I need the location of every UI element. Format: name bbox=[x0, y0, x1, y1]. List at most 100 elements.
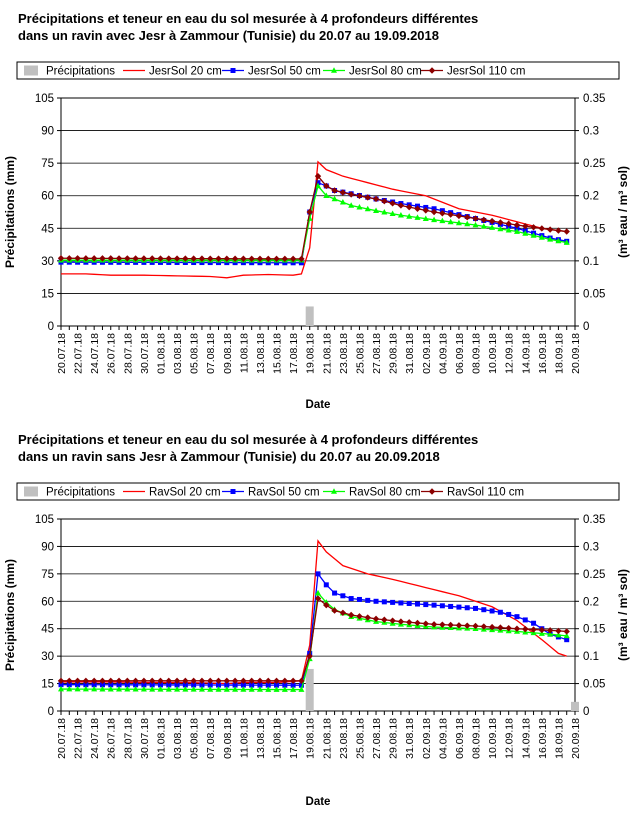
x-tick-label: 01.08.18 bbox=[155, 718, 167, 759]
data-point bbox=[323, 192, 330, 199]
x-tick-label: 20.09.18 bbox=[570, 333, 582, 374]
data-point bbox=[547, 236, 554, 242]
data-point bbox=[116, 685, 123, 692]
data-point bbox=[199, 260, 205, 266]
data-point bbox=[530, 232, 537, 238]
data-point bbox=[207, 686, 214, 692]
data-point bbox=[555, 227, 562, 234]
data-point bbox=[472, 215, 479, 222]
data-point bbox=[464, 214, 471, 221]
chart-title-line2: dans un ravin avec Jesr à Zammour (Tunis… bbox=[18, 28, 440, 43]
data-point bbox=[406, 600, 412, 606]
data-point bbox=[538, 234, 545, 240]
y2-tick-label: 0.2 bbox=[583, 191, 599, 203]
y-axis-title: Précipitations (mm) bbox=[3, 156, 17, 268]
data-point bbox=[91, 685, 98, 692]
y-tick-label: 75 bbox=[41, 569, 54, 581]
y-tick-label: 15 bbox=[41, 679, 54, 691]
data-point bbox=[563, 632, 570, 639]
data-point bbox=[506, 611, 512, 617]
data-point bbox=[447, 218, 454, 225]
data-point bbox=[414, 601, 420, 607]
data-point bbox=[232, 686, 239, 692]
data-point bbox=[331, 187, 338, 194]
x-axis: 20.07.18 22.07.18 24.07.18 26.07.18 28.07.18… bbox=[56, 326, 582, 374]
y-tick-label: 30 bbox=[41, 651, 54, 663]
data-point bbox=[231, 255, 239, 262]
x-tick-label: 21.08.18 bbox=[321, 333, 333, 374]
data-point bbox=[546, 226, 554, 233]
data-point bbox=[489, 608, 495, 614]
precipitation-bar bbox=[571, 701, 579, 711]
x-tick-label: 18.09.18 bbox=[553, 718, 565, 759]
data-point bbox=[165, 255, 172, 262]
x-tick-label: 23.08.18 bbox=[338, 333, 350, 374]
y-tick-label: 105 bbox=[35, 514, 54, 526]
data-point bbox=[430, 208, 438, 216]
legend: Précipitations RavSol 20 cm RavSol 50 cm Ra… bbox=[16, 482, 620, 501]
data-point bbox=[66, 682, 72, 688]
data-point bbox=[290, 260, 296, 266]
x-tick-label: 05.08.18 bbox=[189, 718, 201, 759]
data-point bbox=[315, 589, 321, 596]
data-point bbox=[332, 590, 338, 596]
legend-item: JesrSol 110 cm bbox=[421, 66, 525, 78]
y2-tick-label: 0.05 bbox=[583, 679, 605, 691]
data-point bbox=[174, 682, 180, 688]
data-point bbox=[99, 685, 106, 692]
data-point bbox=[397, 212, 404, 218]
x-tick-label: 29.08.18 bbox=[388, 333, 400, 374]
data-point bbox=[347, 611, 355, 619]
x-tick-label: 31.08.18 bbox=[404, 718, 416, 759]
x-tick-label: 12.09.18 bbox=[504, 718, 516, 759]
x-tick-label: 06.09.18 bbox=[454, 333, 466, 374]
data-point bbox=[257, 260, 263, 266]
data-point bbox=[323, 582, 329, 588]
data-point bbox=[381, 197, 388, 205]
data-point bbox=[514, 225, 520, 231]
legend-item: RavSol 110 cm bbox=[421, 487, 524, 499]
y-tick-label: 45 bbox=[41, 223, 54, 235]
legend-label: Précipitations bbox=[46, 66, 115, 78]
legend-item: JesrSol 50 cm bbox=[222, 66, 321, 78]
data-point bbox=[447, 211, 454, 218]
data-point bbox=[489, 224, 496, 230]
data-point bbox=[340, 593, 346, 599]
data-point bbox=[281, 255, 289, 263]
data-point bbox=[132, 686, 139, 692]
data-point bbox=[224, 682, 230, 688]
y2-tick-label: 0.15 bbox=[583, 624, 605, 636]
chart-ravin: Précipitations et teneur en eau du sol m… bbox=[0, 431, 635, 812]
legend-item: RavSol 80 cm bbox=[323, 487, 421, 499]
data-point bbox=[74, 685, 81, 692]
data-point bbox=[530, 224, 537, 231]
data-point bbox=[190, 255, 197, 262]
x-tick-label: 27.08.18 bbox=[371, 718, 383, 759]
data-point bbox=[282, 682, 288, 688]
data-point bbox=[372, 195, 380, 203]
x-tick-label: 28.07.18 bbox=[122, 718, 134, 759]
data-point bbox=[58, 685, 64, 692]
y2-tick-label: 0.35 bbox=[583, 514, 605, 526]
data-point bbox=[464, 605, 470, 611]
y2-tick-label: 0.1 bbox=[583, 256, 599, 268]
data-point bbox=[314, 595, 322, 602]
data-point bbox=[108, 682, 114, 688]
data-point bbox=[148, 255, 156, 262]
data-point bbox=[182, 686, 189, 692]
data-point bbox=[216, 682, 222, 688]
x-tick-label: 20.07.18 bbox=[56, 333, 68, 374]
data-point bbox=[273, 686, 280, 692]
data-point bbox=[265, 260, 271, 266]
data-point bbox=[431, 602, 437, 608]
data-point bbox=[389, 210, 396, 217]
legend-label: JesrSol 80 cm bbox=[349, 66, 422, 78]
data-point bbox=[265, 686, 272, 692]
chart-title-line2: dans un ravin sans Jesr à Zammour (Tunis… bbox=[18, 449, 440, 464]
legend: Précipitations JesrSol 20 cm JesrSol 50 cm… bbox=[16, 61, 620, 80]
data-point bbox=[364, 205, 371, 212]
x-tick-label: 30.07.18 bbox=[139, 718, 151, 759]
x-tick-label: 19.08.18 bbox=[305, 333, 317, 374]
data-point bbox=[538, 225, 546, 232]
data-point bbox=[514, 614, 520, 620]
